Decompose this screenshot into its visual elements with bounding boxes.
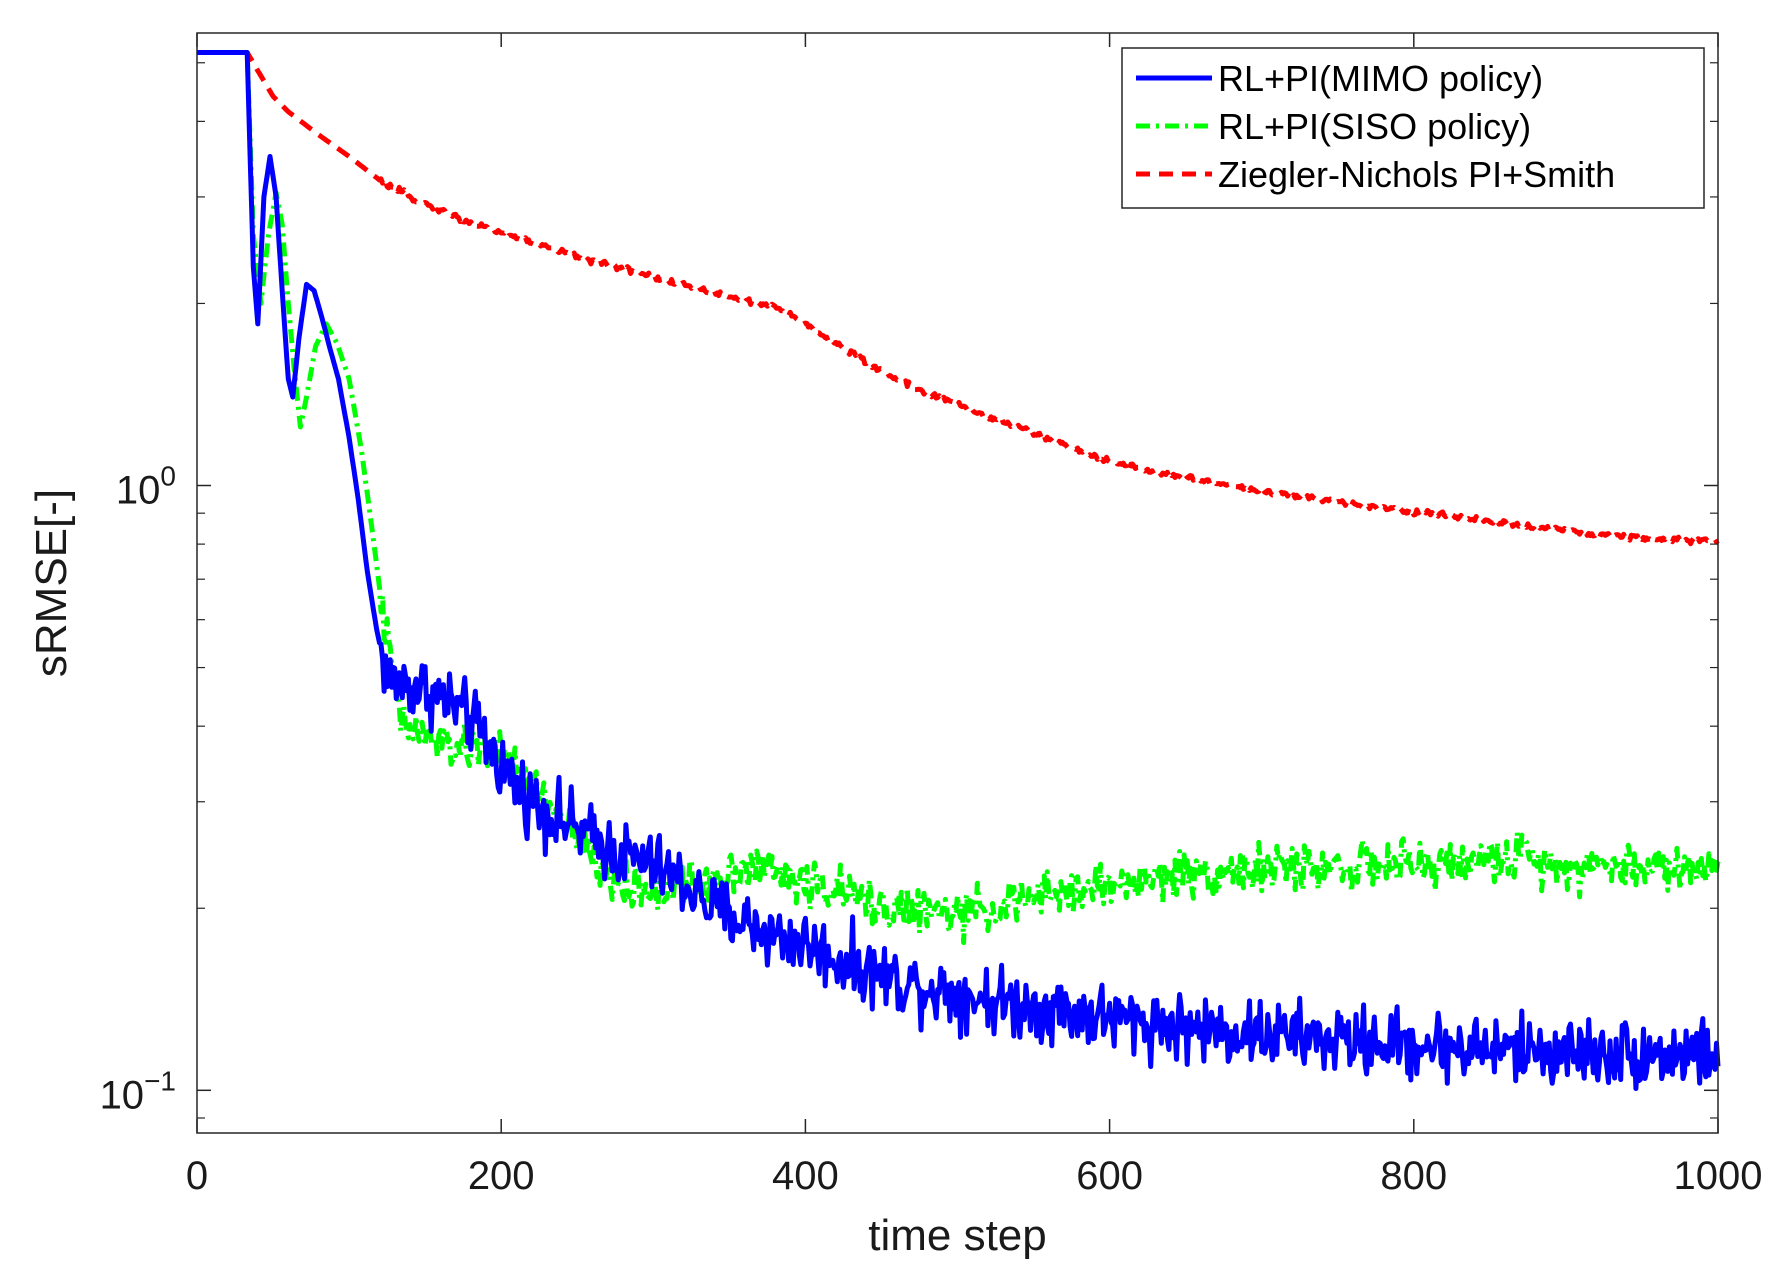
legend-box (1121, 47, 1705, 209)
x-tick-label: 200 (468, 1154, 535, 1198)
x-tick-label: 400 (772, 1154, 839, 1198)
labels-layer: time step sRMSE[-] (27, 489, 1047, 1260)
legend: RL+PI(MIMO policy) RL+PI(SISO policy) Zieg… (1121, 47, 1705, 209)
x-tick-label: 800 (1380, 1154, 1447, 1198)
x-tick-label: 600 (1076, 1154, 1143, 1198)
plot-frame (196, 32, 1719, 1134)
y-tick-label: 100 (116, 461, 176, 513)
x-tick-label: 0 (186, 1154, 208, 1198)
y-axis-label: sRMSE[-] (27, 489, 76, 677)
legend-label-1: RL+PI(MIMO policy) (1218, 58, 1543, 99)
x-tick-label: 1000 (1674, 1154, 1763, 1198)
y-tick-label: 10−1 (100, 1065, 176, 1117)
legend-label-3: Ziegler-Nichols PI+Smith (1218, 154, 1615, 195)
ticks-layer: 0 200 400 600 800 1000 100 10−1 (100, 33, 1763, 1198)
series-line-1 (196, 50, 1721, 1091)
x-axis-label: time step (868, 1211, 1047, 1260)
series-line-2 (196, 50, 1721, 945)
series-layer (196, 50, 1721, 1091)
legend-label-2: RL+PI(SISO policy) (1218, 106, 1531, 147)
